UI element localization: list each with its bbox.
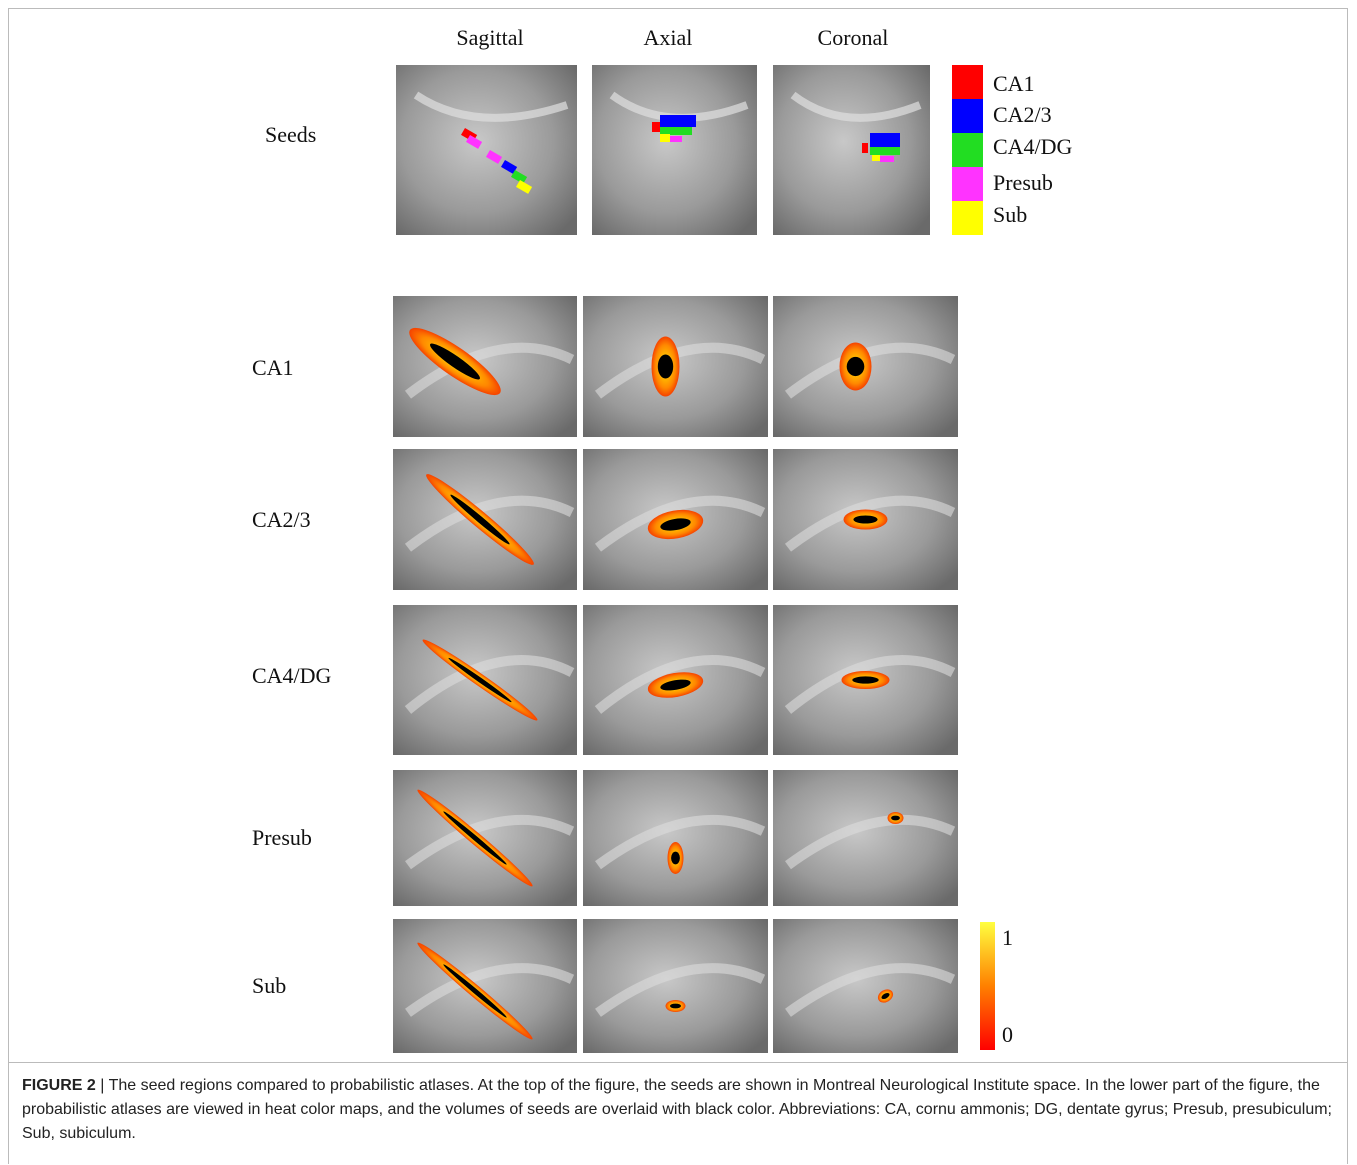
seed-overlay — [847, 357, 865, 376]
legend-label: CA2/3 — [993, 102, 1052, 127]
seed-voxel — [862, 143, 868, 153]
brain-image — [773, 770, 958, 906]
row-label: CA1 — [252, 355, 294, 380]
legend-label: Presub — [993, 170, 1053, 195]
row-label: Presub — [252, 825, 312, 850]
figure: 1 0 Seeds Sagittal Axial Coronal CA1 CA2/3 CA… — [0, 0, 1357, 1062]
seed-overlay — [670, 1004, 681, 1009]
brain-image — [393, 919, 577, 1053]
legend-label: CA1 — [993, 71, 1035, 96]
colorbar — [980, 922, 995, 1050]
seed-overlay — [852, 676, 878, 683]
legend-label: CA4/DG — [993, 134, 1073, 159]
seed-overlay — [853, 516, 877, 524]
legend-swatch — [952, 65, 983, 99]
colorbar-max: 1 — [1002, 925, 1013, 950]
page: 1 0 Seeds Sagittal Axial Coronal CA1 CA2/3 CA… — [0, 0, 1357, 1165]
legend-swatch — [952, 167, 983, 201]
brain-image — [583, 919, 768, 1053]
seed-overlay — [658, 355, 673, 379]
legend-swatch — [952, 133, 983, 167]
seed-voxel — [870, 133, 900, 147]
seed-voxel — [660, 134, 670, 142]
brain-image — [773, 65, 930, 235]
column-header: Coronal — [818, 25, 889, 50]
brain-image — [583, 770, 768, 906]
column-header: Sagittal — [456, 25, 523, 50]
legend-swatch — [952, 201, 983, 235]
row-label: Sub — [252, 973, 286, 998]
seed-voxel — [660, 115, 696, 127]
seed-overlay — [671, 852, 680, 865]
brain-image — [396, 65, 577, 235]
row-label: CA2/3 — [252, 507, 311, 532]
seed-voxel — [660, 127, 692, 135]
colorbar-min: 0 — [1002, 1022, 1013, 1047]
seed-voxel — [652, 122, 660, 132]
row-label: Seeds — [265, 122, 316, 147]
caption-text: | The seed regions compared to probabili… — [22, 1077, 1332, 1142]
seed-voxel — [880, 156, 894, 162]
brain-image — [773, 919, 958, 1053]
row-label: CA4/DG — [252, 663, 332, 688]
seed-voxel — [872, 155, 880, 161]
caption: FIGURE 2 | The seed regions compared to … — [22, 1074, 1337, 1146]
seed-voxel — [670, 136, 682, 142]
seed-overlay — [891, 816, 900, 821]
separator — [8, 1062, 1348, 1063]
brain-image — [592, 65, 757, 235]
column-header: Axial — [644, 25, 693, 50]
seed-voxel — [870, 147, 900, 155]
brain-image — [393, 296, 577, 437]
caption-label: FIGURE 2 — [22, 1077, 96, 1094]
legend-swatch — [952, 99, 983, 133]
legend-label: Sub — [993, 202, 1027, 227]
